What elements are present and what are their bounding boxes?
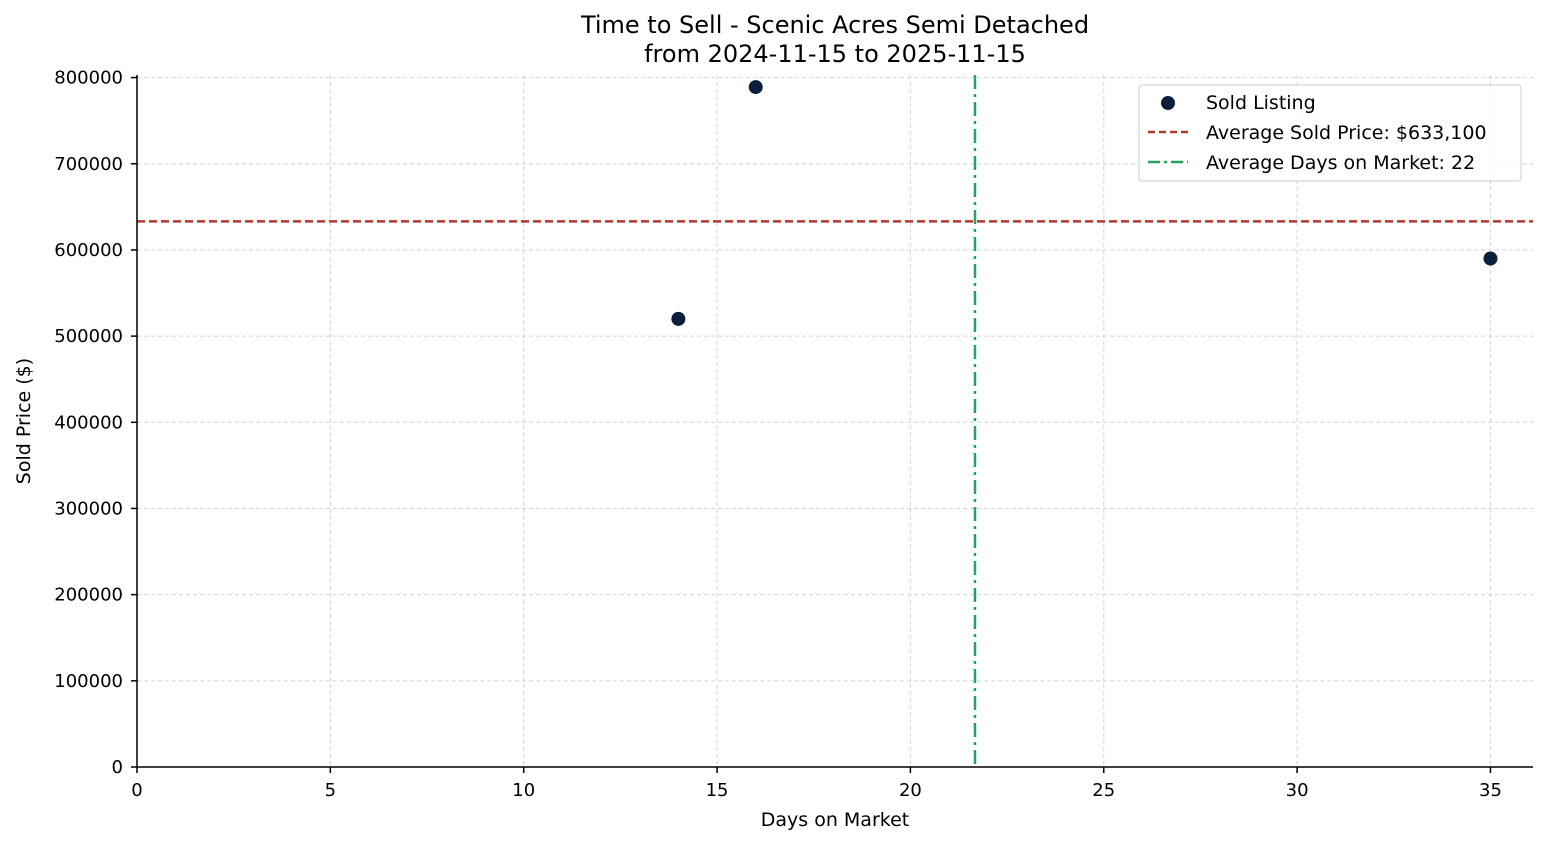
x-tick-label: 5	[325, 780, 336, 801]
y-tick-label: 400000	[54, 412, 123, 433]
y-tick-label: 600000	[54, 240, 123, 261]
legend: Sold Listing Average Sold Price: $633,10…	[1138, 84, 1522, 182]
x-tick-label: 20	[899, 780, 922, 801]
y-axis-label: Sold Price ($)	[13, 358, 35, 484]
grid	[137, 75, 1533, 767]
x-tick-label: 30	[1286, 780, 1309, 801]
y-tick-label: 800000	[54, 68, 123, 89]
y-tick-label: 100000	[54, 671, 123, 692]
x-axis-ticks: 0 5 10 15 20 25 30 35	[131, 767, 1502, 801]
y-tick-label: 700000	[54, 154, 123, 175]
reference-lines	[137, 75, 1533, 767]
legend-label-sold-listing: Sold Listing	[1206, 92, 1316, 114]
x-tick-label: 25	[1092, 780, 1115, 801]
y-axis-ticks: 0 100000 200000 300000 400000 500000 600000 700…	[54, 68, 137, 778]
y-tick-label: 500000	[54, 326, 123, 347]
legend-scatter-marker	[1161, 96, 1175, 110]
data-point	[1483, 251, 1498, 266]
x-tick-label: 15	[706, 780, 729, 801]
legend-box	[1138, 84, 1522, 182]
y-tick-label: 300000	[54, 498, 123, 519]
x-tick-label: 0	[131, 780, 142, 801]
x-tick-label: 35	[1479, 780, 1502, 801]
x-tick-label: 10	[512, 780, 535, 801]
x-axis-label: Days on Market	[761, 809, 909, 831]
data-point	[748, 80, 763, 95]
y-tick-label: 0	[112, 757, 123, 778]
data-points	[671, 80, 1498, 326]
data-point	[671, 311, 686, 326]
chart-subtitle: from 2024-11-15 to 2025-11-15	[644, 40, 1026, 68]
legend-label-average-days: Average Days on Market: 22	[1206, 152, 1475, 174]
axes	[136, 75, 1533, 768]
chart-title: Time to Sell - Scenic Acres Semi Detache…	[580, 11, 1089, 39]
legend-label-average-price: Average Sold Price: $633,100	[1206, 122, 1487, 144]
y-tick-label: 200000	[54, 585, 123, 606]
